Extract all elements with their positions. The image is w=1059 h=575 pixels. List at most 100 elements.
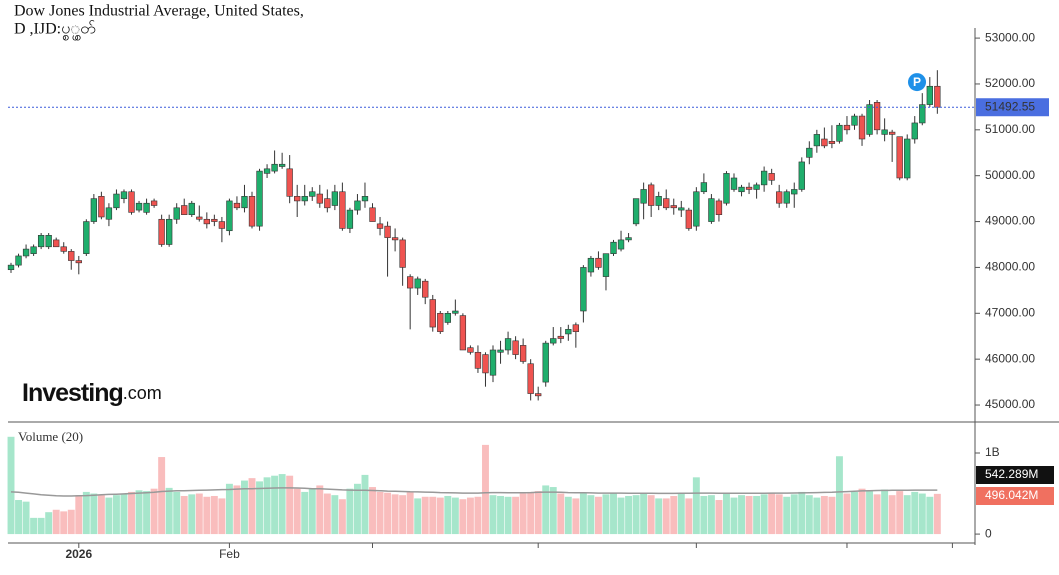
volume-bar [640,492,648,535]
marker-label: P [913,75,921,89]
last-price-box [976,98,1049,117]
volume-bar [353,483,361,535]
chart-title: Dow Jones Industrial Average, United Sta… [14,3,304,20]
candle-body [166,218,173,245]
candle-body [715,200,723,215]
candle-body [391,237,399,241]
candle-body [745,186,753,190]
volume-bar [647,495,655,535]
volume-bar [248,478,256,535]
candle-body [504,338,512,351]
volume-bar [301,491,309,535]
candle-body [813,134,821,147]
volume-bar [881,489,889,535]
volume-bar [662,498,670,535]
volume-bar [692,477,700,535]
y-tick-label: 52000.00 [985,76,1035,90]
volume-bar [760,494,768,535]
candle-body [143,202,150,213]
last-price-label: 51492.55 [985,99,1035,113]
candle-body [437,312,444,332]
volume-bar [120,493,128,535]
candle-body [369,207,376,222]
volume-bar [90,493,98,535]
candle-body [587,257,595,273]
candle-body [858,115,866,140]
volume-bar [753,495,761,535]
y-tick-label: 47000.00 [985,305,1035,319]
candle-body [625,237,632,241]
volume-bar [820,495,828,535]
candle-body [602,253,610,277]
volume-bar [7,436,15,535]
volume-bar [873,494,881,535]
logo: Investing.com [22,379,162,407]
volume-ma-line [10,487,938,497]
candle-body [873,102,881,131]
candle-body [120,191,128,199]
candle-body [113,193,120,209]
candle-body [753,184,760,190]
volume-bar [723,493,730,535]
candle-body [617,239,625,250]
volume-bar [519,493,527,535]
volume-bar [406,491,414,535]
candle-body [700,182,708,193]
volume-bar [52,509,60,535]
volume-bar [911,491,919,535]
x-tick-label: Feb [219,547,240,561]
candle-body [459,315,467,351]
candle-body [467,347,474,353]
volume-bar [45,512,53,535]
logo-light: .com [123,383,162,403]
volume-bar [745,495,753,535]
chart-subtitle: D ,IJD:ပ္စွ္ပတ် [14,20,96,41]
volume-bar [805,495,813,535]
candle-body [708,198,715,222]
candle-body [294,196,301,202]
volume-bar [37,517,45,535]
candle-body [828,140,836,144]
candle-body [512,340,519,355]
volume-bar [459,499,467,535]
volume-bar [534,491,542,535]
candle-body [783,191,790,204]
volume-bar [542,485,550,535]
volume-bar [617,497,625,535]
volume-bar [444,495,452,535]
volume-bar [775,494,783,535]
candle-body [361,196,369,202]
candle-body [632,198,640,225]
volume-bar [293,488,301,535]
volume-bar [135,490,143,535]
candle-body [527,363,534,394]
candle-body [22,248,30,257]
candle-body [339,191,346,229]
candle-body [45,235,52,248]
candle-body [904,138,911,179]
volume-bar [256,481,264,535]
candle-body [278,163,286,167]
candle-body [399,239,406,268]
volume-bar [632,495,640,535]
candle-body [497,349,504,353]
volume-bar [466,497,474,535]
volume-bar [316,485,324,535]
candle-body [565,329,572,335]
candle-body [241,196,248,209]
candle-body [346,209,354,229]
volume-bar [75,495,83,535]
candle-body [37,235,45,248]
candle-body [723,173,730,204]
candle-body [843,124,851,131]
volume-bar [564,496,572,535]
volume-bar [308,488,316,535]
candle-body [836,124,843,142]
candle-body [316,193,323,204]
volume-bar [497,495,504,535]
candle-body [75,260,82,264]
candle-body [911,122,918,140]
volume-last-box [976,487,1054,505]
candle-body [248,196,256,227]
volume-bar [866,491,874,535]
